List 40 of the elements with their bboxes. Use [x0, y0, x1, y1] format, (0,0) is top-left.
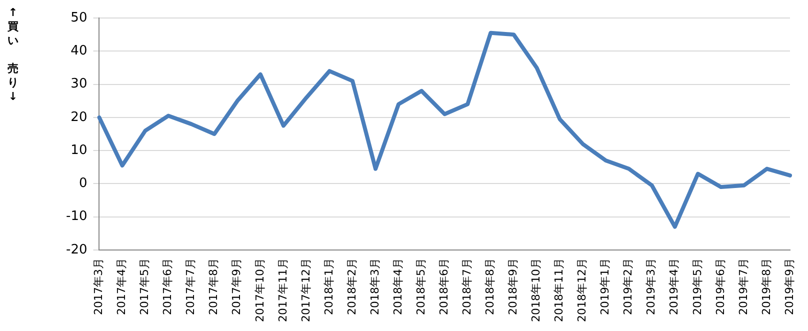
- x-tick-label: 2018年6月: [437, 258, 450, 316]
- x-tick-label: 2017年6月: [161, 258, 174, 316]
- x-tick-label: 2017年8月: [207, 258, 220, 316]
- x-tick-label: 2019年1月: [598, 258, 612, 316]
- x-tick-label: 2018年10月: [530, 258, 543, 322]
- x-tick-label: 2018年11月: [552, 258, 566, 322]
- x-tick-label: 2017年3月: [92, 258, 106, 316]
- y-tick-label: 30: [70, 76, 88, 92]
- x-tick-label: 2017年12月: [299, 258, 312, 322]
- x-tick-label: 2019年4月: [668, 258, 681, 316]
- y-tick-label: 0: [78, 176, 88, 192]
- x-tick-label: 2018年8月: [484, 258, 497, 316]
- y-tick-label: 10: [70, 142, 88, 158]
- y-tick-label: -20: [66, 242, 88, 258]
- x-tick-label: 2017年11月: [276, 258, 290, 322]
- x-tick-label: 2018年12月: [576, 258, 589, 322]
- x-tick-label: 2019年2月: [622, 258, 635, 316]
- x-tick-label: 2019年6月: [714, 258, 727, 316]
- x-tick-label: 2019年5月: [690, 258, 704, 316]
- x-tick-label: 2019年8月: [760, 258, 773, 316]
- x-tick-label: 2017年10月: [253, 258, 266, 322]
- y-tick-label: 50: [70, 10, 88, 26]
- x-tick-label: 2018年9月: [506, 258, 520, 316]
- x-tick-label: 2017年9月: [230, 258, 244, 316]
- x-tick-label: 2017年7月: [184, 258, 198, 316]
- x-tick-label: 2019年7月: [736, 258, 750, 316]
- x-tick-label: 2018年4月: [391, 258, 404, 316]
- x-tick-label: 2017年4月: [115, 258, 128, 316]
- x-tick-label: 2018年7月: [460, 258, 474, 316]
- x-tick-label: 2019年9月: [782, 258, 796, 316]
- x-tick-label: 2019年3月: [644, 258, 658, 316]
- y-tick-label: 40: [70, 44, 88, 59]
- text: ↑買い売り↓: [8, 6, 18, 103]
- y-tick-label: 20: [70, 110, 88, 125]
- y-tick-label: -10: [66, 209, 88, 224]
- x-tick-label: 2017年5月: [138, 258, 152, 316]
- x-tick-label: 2018年1月: [322, 258, 336, 316]
- x-tick-label: 2018年5月: [414, 258, 428, 316]
- x-tick-label: 2018年2月: [345, 258, 358, 316]
- x-tick-label: 2018年3月: [368, 258, 382, 316]
